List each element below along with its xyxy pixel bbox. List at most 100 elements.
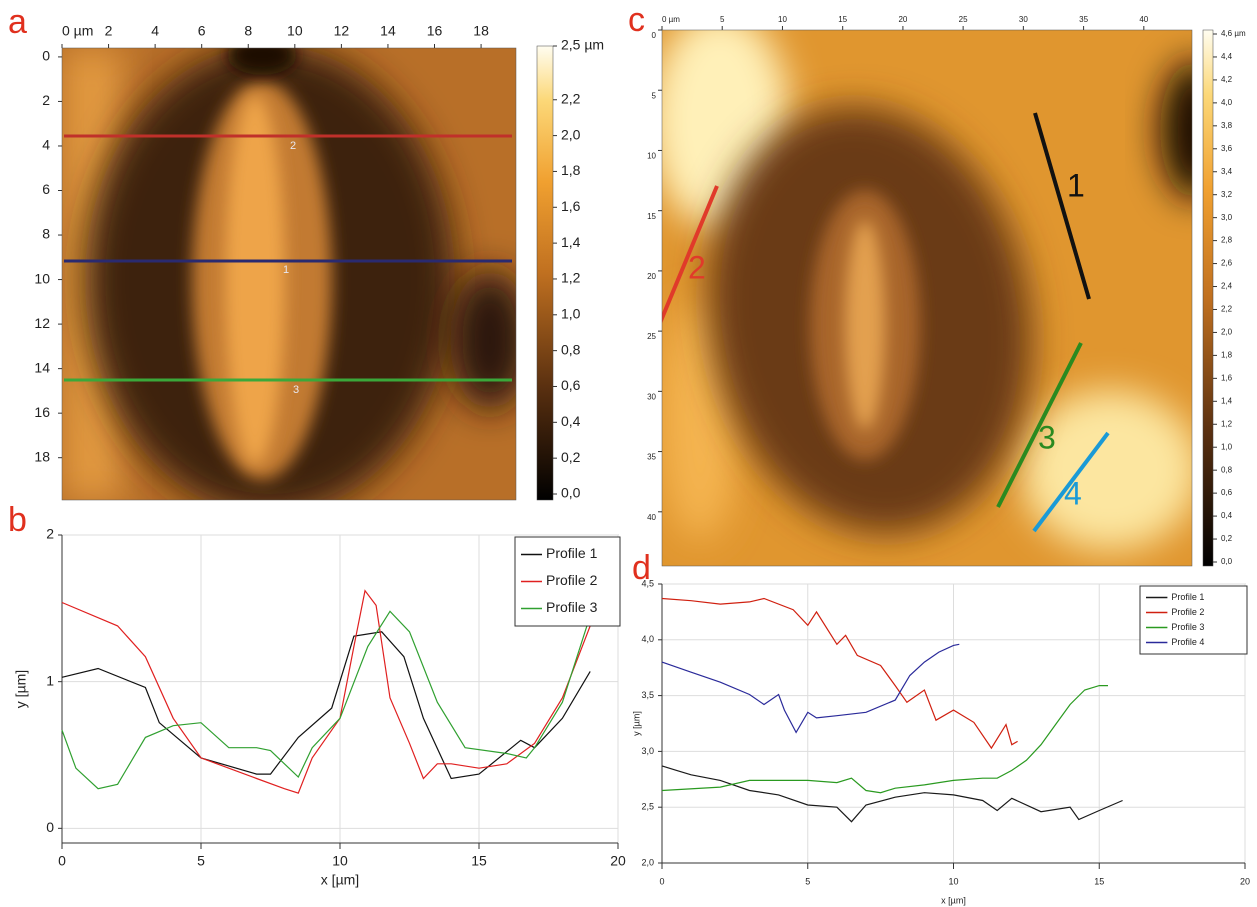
image-frame	[661, 29, 1193, 567]
x-tick-label: 15	[838, 15, 847, 24]
x-tick-label: 0	[659, 876, 664, 886]
y-tick-label: 3,5	[641, 690, 654, 700]
colorbar-tick-label: 3,2	[1221, 190, 1233, 199]
y-tick-label: 35	[647, 453, 656, 462]
x-tick-label: 0 µm	[662, 15, 680, 24]
colorbar-tick-label: 0,6	[1221, 488, 1233, 497]
colorbar-tick-label: 4,4	[1221, 52, 1233, 61]
profile-line	[61, 589, 591, 794]
legend-label: Profile 4	[1171, 637, 1204, 647]
x-tick-label: 25	[959, 15, 968, 24]
y-tick-label: 2,5	[641, 802, 654, 812]
x-tick-label: 40	[1139, 15, 1148, 24]
line-label: 1	[1067, 167, 1085, 203]
legend-label: Profile 1	[546, 545, 598, 561]
colorbar	[536, 45, 554, 501]
y-tick-label: 4,0	[641, 634, 654, 644]
legend-label: Profile 3	[1171, 622, 1204, 632]
legend-label: Profile 1	[1171, 592, 1204, 602]
x-tick-label: 16	[427, 23, 443, 39]
x-tick-label: 0	[58, 853, 66, 869]
x-axis-label: x [µm]	[321, 872, 359, 888]
line-label: 2	[290, 140, 296, 152]
colorbar-tick-label: 1,0	[1221, 442, 1233, 451]
y-tick-label: 6	[42, 181, 50, 197]
y-tick-label: 25	[647, 332, 656, 341]
colorbar-tick-label: 2,8	[1221, 236, 1233, 245]
line-label: 1	[283, 264, 289, 276]
x-tick-label: 5	[805, 876, 810, 886]
colorbar-tick-label: 2,6	[1221, 259, 1233, 268]
y-axis-label: y [µm]	[631, 711, 641, 736]
y-tick-label: 40	[647, 513, 656, 522]
x-tick-label: 15	[1094, 876, 1104, 886]
y-tick-label: 4	[42, 137, 50, 153]
line-label: 3	[293, 384, 299, 396]
colorbar-tick-label: 3,0	[1221, 213, 1233, 222]
y-tick-label: 30	[647, 392, 656, 401]
colorbar-tick-label: 3,8	[1221, 121, 1233, 130]
x-tick-label: 20	[1240, 876, 1250, 886]
colorbar-tick-label: 1,8	[1221, 351, 1233, 360]
y-tick-label: 0	[46, 819, 54, 835]
y-tick-label: 16	[34, 404, 50, 420]
colorbar-tick-label: 0,8	[561, 341, 581, 357]
colorbar-tick-label: 1,0	[561, 306, 581, 322]
y-tick-label: 8	[42, 226, 50, 242]
y-tick-label: 12	[34, 315, 50, 331]
colorbar-tick-label: 4,6 µm	[1221, 29, 1246, 38]
x-axis-label: x [µm]	[941, 895, 966, 905]
x-tick-label: 6	[198, 23, 206, 39]
x-tick-label: 12	[334, 23, 350, 39]
colorbar-tick-label: 0,4	[561, 413, 581, 429]
panel-letter: b	[8, 501, 27, 539]
y-tick-label: 1	[46, 672, 54, 688]
profile-line	[61, 610, 591, 790]
colorbar-tick-label: 3,4	[1221, 167, 1233, 176]
colorbar-tick-label: 1,6	[561, 198, 581, 214]
x-tick-label: 10	[332, 853, 348, 869]
colorbar-tick-label: 0,4	[1221, 511, 1233, 520]
y-tick-label: 4,5	[641, 578, 654, 588]
y-tick-label: 14	[34, 359, 50, 375]
y-tick-label: 2,0	[641, 857, 654, 867]
y-tick-label: 18	[34, 448, 50, 464]
profile-line	[661, 685, 1108, 794]
colorbar-tick-label: 0,0	[561, 485, 581, 501]
colorbar-tick-label: 2,5 µm	[561, 37, 604, 53]
y-tick-label: 0	[652, 31, 657, 40]
profile-line	[661, 643, 960, 734]
x-tick-label: 30	[1019, 15, 1028, 24]
x-tick-label: 8	[244, 23, 252, 39]
x-tick-label: 18	[473, 23, 489, 39]
x-tick-label: 15	[471, 853, 487, 869]
x-tick-label: 0 µm	[62, 23, 93, 39]
image-frame	[61, 47, 517, 501]
line-label: 3	[1038, 419, 1056, 455]
colorbar-tick-label: 2,4	[1221, 282, 1233, 291]
line-label: 2	[688, 249, 706, 285]
x-tick-label: 35	[1079, 15, 1088, 24]
profile-line	[61, 631, 591, 780]
colorbar-tick-label: 1,4	[561, 234, 581, 250]
y-tick-label: 3,0	[641, 746, 654, 756]
x-tick-label: 4	[151, 23, 159, 39]
x-tick-label: 10	[287, 23, 303, 39]
legend-label: Profile 2	[1171, 607, 1204, 617]
legend-label: Profile 3	[546, 599, 598, 615]
y-tick-label: 15	[647, 212, 656, 221]
colorbar-tick-label: 0,0	[1221, 557, 1233, 566]
colorbar-tick-label: 2,0	[1221, 328, 1233, 337]
colorbar-tick-label: 0,2	[561, 449, 581, 465]
y-tick-label: 10	[647, 152, 656, 161]
afm-image-a	[62, 48, 516, 500]
colorbar-tick-label: 1,2	[1221, 419, 1233, 428]
y-tick-label: 2	[46, 526, 54, 542]
colorbar-tick-label: 3,6	[1221, 144, 1233, 153]
y-tick-label: 2	[42, 92, 50, 108]
x-tick-label: 2	[105, 23, 113, 39]
colorbar-tick-label: 2,2	[561, 90, 581, 106]
colorbar-tick-label: 0,6	[561, 377, 581, 393]
panel-letter: d	[632, 549, 651, 587]
